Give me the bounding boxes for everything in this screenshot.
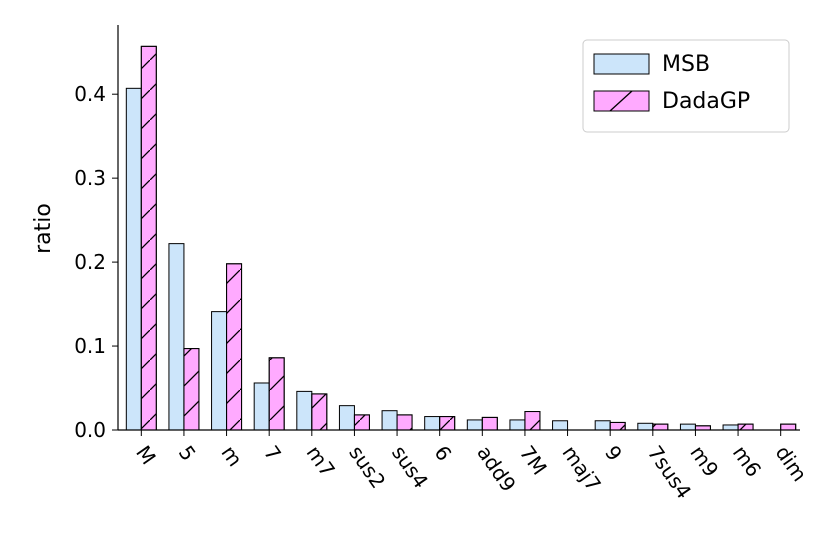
bar-hatch-13 (694, 425, 711, 431)
x-tick-label-9: 7M (515, 441, 552, 479)
bar-msb-13 (679, 423, 696, 431)
bar-msb-7 (424, 416, 441, 431)
bar-hatch-2 (226, 263, 243, 431)
x-tick-label-8: add9 (472, 441, 521, 496)
bar-hatch-9 (524, 411, 541, 431)
bar-hatch-12 (652, 423, 669, 431)
bar-msb-4 (296, 390, 313, 431)
bar-hatch-11 (609, 421, 626, 431)
x-tick-label-5: sus2 (344, 441, 390, 493)
bar-msb-3 (253, 382, 270, 431)
bar-hatch-6 (396, 414, 413, 431)
x-tick-label-15: dim (771, 441, 812, 486)
legend: MSB DadaGP (582, 39, 790, 133)
y-tick-label-3: 0.3 (74, 166, 106, 190)
bars-layer (125, 45, 797, 431)
bar-msb-8 (466, 419, 483, 431)
legend-label-0: MSB (662, 52, 710, 77)
legend-label-1: DadaGP (662, 89, 750, 114)
y-tick-label-4: 0.4 (74, 82, 106, 106)
x-tick-label-1: 5 (174, 441, 201, 465)
bar-msb-5 (338, 405, 355, 431)
bar-msb-9 (509, 419, 526, 431)
bar-hatch-3 (268, 357, 285, 431)
bar-msb-10 (552, 420, 569, 431)
bar-msb-6 (381, 410, 398, 431)
bar-msb-11 (594, 420, 611, 431)
x-tick-label-13: m9 (685, 441, 723, 481)
bar-msb-0 (125, 87, 142, 431)
x-tick-label-3: 7 (259, 441, 286, 465)
bar-msb-2 (211, 311, 228, 431)
bar-msb-14 (722, 424, 739, 431)
y-tick-label-1: 0.1 (74, 334, 106, 358)
x-tick-label-4: m7 (302, 441, 340, 481)
x-tick-label-11: 9 (600, 441, 627, 465)
y-tick-label-0: 0.0 (74, 418, 106, 442)
x-tick-label-0: M (131, 441, 161, 469)
y-axis-title: ratio (31, 203, 56, 254)
x-tick-label-14: m6 (728, 441, 766, 481)
bar-hatch-8 (481, 416, 498, 431)
x-tick-label-10: maj7 (557, 441, 605, 496)
bar-hatch-1 (183, 348, 200, 431)
legend-swatch-0 (593, 53, 650, 75)
x-tick-label-12: 7sus4 (643, 441, 696, 503)
bar-hatch-7 (439, 416, 456, 431)
bar-hatch-14 (737, 423, 754, 431)
bar-msb-12 (637, 422, 654, 431)
bar-hatch-4 (311, 393, 328, 431)
x-tick-label-7: 6 (430, 441, 457, 465)
x-tick-label-6: sus4 (387, 441, 433, 493)
bar-hatch-0 (140, 45, 157, 431)
bar-msb-1 (168, 243, 185, 431)
y-tick-label-2: 0.2 (74, 250, 106, 274)
x-tick-label-2: m (216, 441, 247, 471)
bar-hatch-5 (353, 414, 370, 431)
legend-hatch-1 (609, 90, 633, 112)
bar-hatch-15 (780, 423, 797, 431)
